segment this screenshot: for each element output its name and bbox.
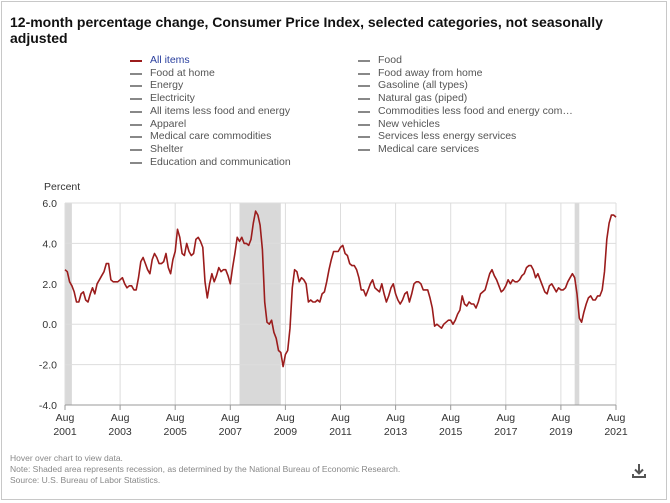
legend-label: All items less food and energy (150, 104, 291, 117)
x-tick-label-year: 2017 (494, 426, 518, 438)
legend-swatch (358, 148, 370, 151)
legend-label: Energy (150, 79, 184, 92)
legend-label: Food away from home (378, 66, 483, 79)
legend-label: Medical care services (378, 142, 479, 155)
chart-title: 12-month percentage change, Consumer Pri… (10, 14, 603, 46)
x-tick-label-year: 2007 (219, 426, 243, 438)
x-tick-label-month: Aug (56, 412, 75, 424)
y-tick-label: -2.0 (39, 360, 57, 372)
legend-label: Electricity (150, 92, 195, 105)
x-tick-label-month: Aug (496, 412, 515, 424)
legend-swatch (358, 136, 370, 139)
legend-swatch (130, 72, 142, 75)
x-tick-label-year: 2019 (549, 426, 573, 438)
x-tick-label-month: Aug (221, 412, 240, 424)
x-tick-label-month: Aug (607, 412, 626, 424)
y-tick-label: 2.0 (42, 279, 57, 291)
x-tick-label-month: Aug (441, 412, 460, 424)
y-tick-label: 0.0 (42, 319, 57, 331)
legend-label: Commodities less food and energy com… (378, 104, 573, 117)
recession-band (65, 203, 72, 405)
x-tick-label-month: Aug (276, 412, 295, 424)
x-tick-label-month: Aug (166, 412, 185, 424)
legend-swatch (130, 60, 142, 62)
y-tick-label: 6.0 (42, 198, 57, 210)
legend-label: Shelter (150, 142, 184, 155)
legend-label: Education and communication (150, 155, 291, 168)
legend-swatch (130, 148, 142, 151)
x-tick-label-year: 2005 (164, 426, 188, 438)
x-tick-label-month: Aug (111, 412, 130, 424)
legend-swatch (130, 136, 142, 139)
legend-swatch (358, 98, 370, 101)
legend-label: All items (150, 54, 190, 66)
legend-label: Apparel (150, 117, 187, 130)
recession-band (574, 203, 580, 405)
legend-label: Natural gas (piped) (378, 92, 468, 105)
x-tick-label-year: 2003 (108, 426, 132, 438)
series-line-all-items[interactable] (64, 210, 617, 368)
x-tick-label-year: 2021 (604, 426, 628, 438)
legend-swatch (358, 72, 370, 75)
hover-note: Hover over chart to view data. (10, 453, 123, 463)
y-tick-label: -4.0 (39, 400, 57, 412)
legend-label: Gasoline (all types) (378, 79, 468, 92)
legend-swatch (130, 98, 142, 101)
legend-label: Medical care commodities (150, 130, 272, 143)
legend-swatch (358, 85, 370, 88)
x-tick-label-year: 2011 (329, 426, 352, 438)
legend-swatch (130, 85, 142, 88)
legend-swatch (130, 161, 142, 164)
y-tick-label: 4.0 (42, 238, 57, 250)
x-tick-label-year: 2013 (384, 426, 408, 438)
x-tick-label-month: Aug (386, 412, 405, 424)
legend-swatch (130, 123, 142, 126)
x-tick-label-year: 2009 (274, 426, 298, 438)
x-tick-label-month: Aug (331, 412, 350, 424)
source-note: Source: U.S. Bureau of Labor Statistics. (10, 475, 161, 485)
legend-swatch (358, 60, 370, 62)
legend-swatch (358, 110, 370, 113)
download-icon[interactable] (630, 462, 648, 480)
x-tick-label-year: 2001 (53, 426, 77, 438)
x-tick-label-year: 2015 (439, 426, 463, 438)
y-axis-label: Percent (44, 181, 81, 193)
legend-label: Services less energy services (378, 130, 517, 143)
legend-label: Food at home (150, 66, 215, 79)
legend-swatch (130, 110, 142, 113)
recession-band (239, 203, 281, 405)
legend-swatch (358, 123, 370, 126)
legend-label: Food (378, 54, 402, 66)
legend-label: New vehicles (378, 117, 440, 130)
x-tick-label-month: Aug (552, 412, 571, 424)
recession-note: Note: Shaded area represents recession, … (10, 464, 401, 474)
